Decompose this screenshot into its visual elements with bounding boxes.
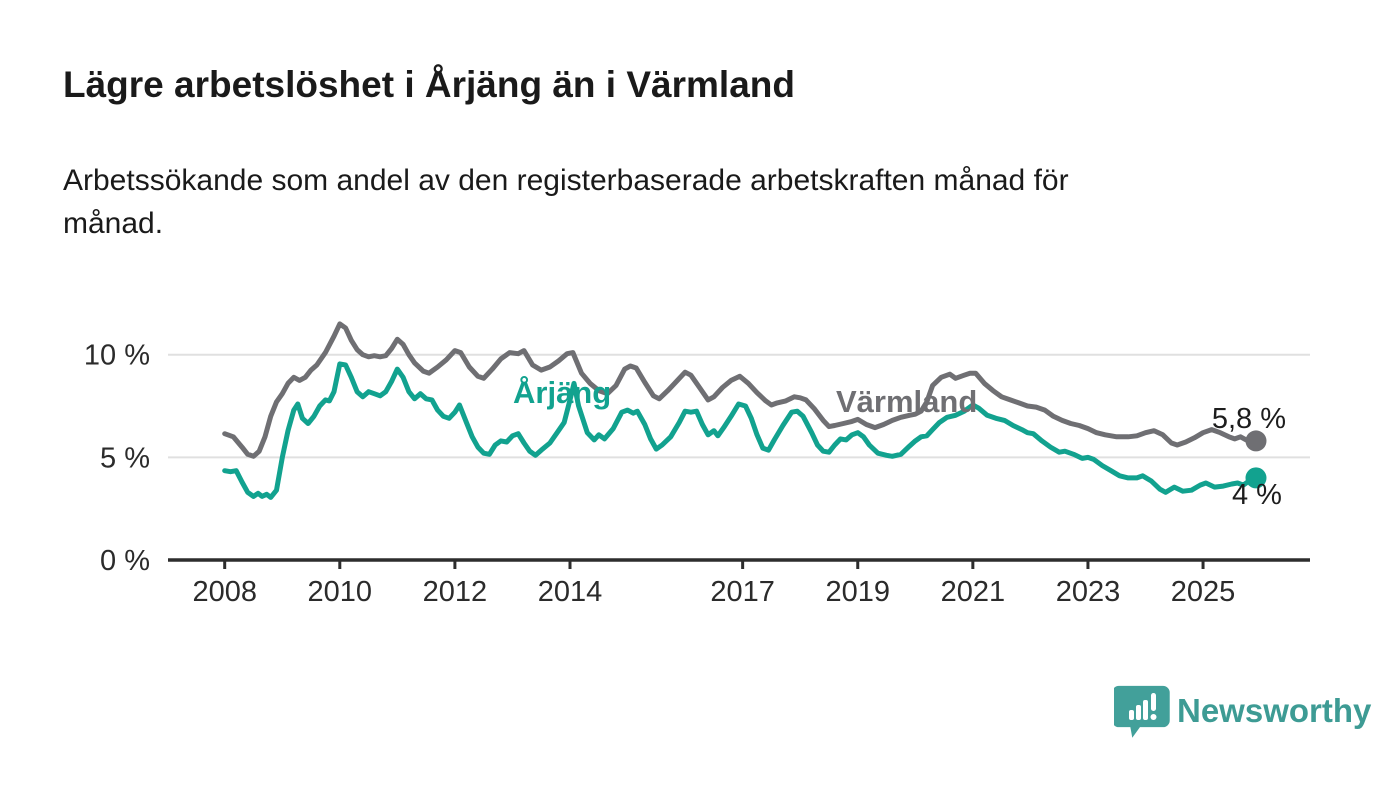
series-line-arjang — [222, 361, 1259, 500]
x-tick-label: 2023 — [1056, 576, 1121, 608]
x-tick-label: 2008 — [192, 576, 257, 608]
series-end-dot-arjang — [1245, 467, 1267, 489]
brand-wordmark: Newsworthy — [1177, 692, 1372, 729]
x-tick-label: 2012 — [423, 576, 488, 608]
x-tick-label: 2019 — [825, 576, 890, 608]
x-tick-label: 2025 — [1171, 576, 1236, 608]
x-tick-label: 2010 — [308, 576, 373, 608]
series-end-dot-varmland — [1245, 430, 1267, 452]
x-tick-label: 2017 — [710, 576, 775, 608]
newsworthy-logo-icon — [1114, 685, 1170, 738]
y-tick-label: 0 % — [100, 545, 150, 577]
page-title: Lägre arbetslöshet i Årjäng än i Värmlan… — [63, 64, 795, 105]
x-tick-label: 2014 — [538, 576, 603, 608]
line-chart: 2008 2010 2012 2014 2017 2019 2021 2023 2025 0 % 5… — [84, 321, 1310, 608]
series-label-arjang: Årjäng — [513, 375, 612, 410]
chart-subtitle: Arbetssökande som andel av den registerb… — [63, 164, 1069, 240]
x-tick-label: 2021 — [941, 576, 1006, 608]
y-tick-label: 5 % — [100, 442, 150, 474]
series-line-varmland — [222, 321, 1259, 459]
y-tick-label: 10 % — [84, 340, 150, 372]
end-value-label-varmland: 5,8 % — [1211, 403, 1286, 435]
series-label-varmland: Värmland — [836, 384, 978, 419]
end-value-label-arjang: 4 % — [1232, 479, 1282, 511]
